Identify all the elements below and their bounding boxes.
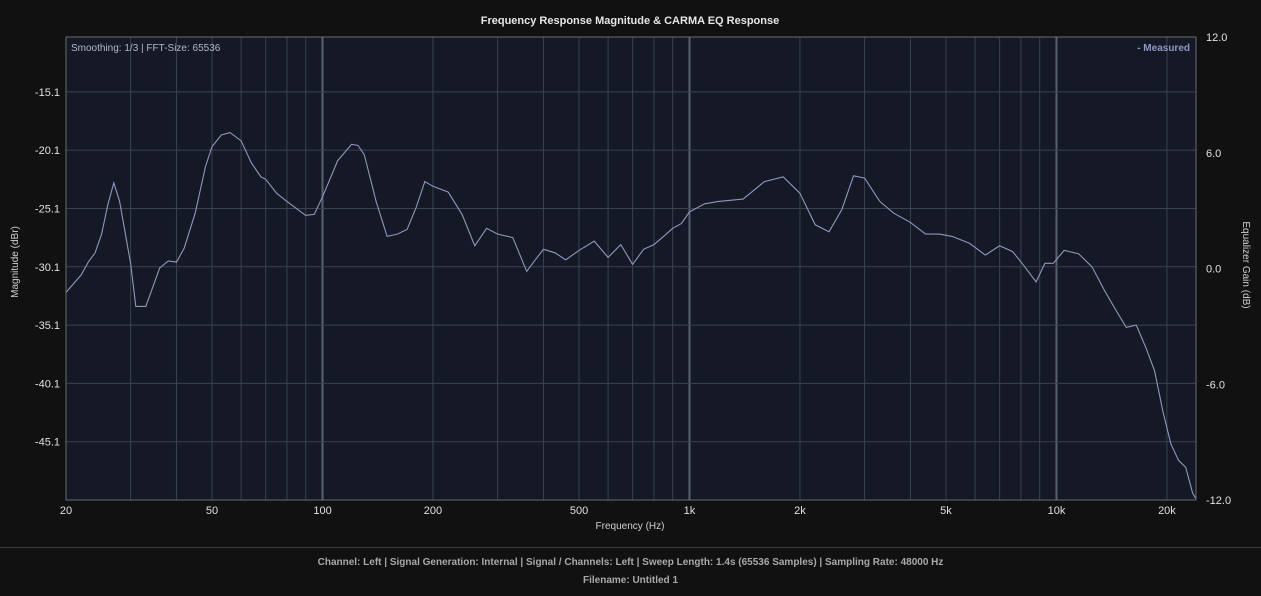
y-tick-label: -35.1: [35, 320, 60, 332]
y2-tick-labels: 12.0 6.0 0.0 -6.0 -12.0: [1206, 32, 1231, 507]
y-tick-label: -45.1: [35, 437, 60, 449]
y2-axis-label: Equalizer Gain (dB): [1240, 221, 1251, 308]
x-tick-label: 10k: [1048, 505, 1066, 517]
y2-tick-label: -6.0: [1206, 379, 1225, 391]
y-axis-label: Magnitude (dBr): [10, 226, 21, 298]
smoothing-label: Smoothing: 1/3 | FFT-Size: 65536: [71, 43, 221, 54]
y2-tick-label: 6.0: [1206, 148, 1221, 160]
x-tick-label: 1k: [684, 505, 696, 517]
frequency-response-chart: Frequency Response Magnitude & CARMA EQ …: [10, 15, 1251, 532]
measured-curve[interactable]: [65, 131, 1197, 500]
chart-title: Frequency Response Magnitude & CARMA EQ …: [481, 15, 779, 27]
measurement-info: Channel: Left | Signal Generation: Inter…: [317, 557, 944, 568]
legend-measured[interactable]: - Measured: [1137, 43, 1190, 54]
y-tick-labels: -15.1 -20.1 -25.1 -30.1 -35.1 -40.1 -45.1: [35, 87, 60, 449]
y-tick-label: -40.1: [35, 378, 60, 390]
y2-tick-label: -12.0: [1206, 495, 1231, 507]
x-tick-label: 50: [206, 505, 218, 517]
x-tick-labels: 20 50 100 200 500 1k 2k 5k 10k 20k: [60, 505, 1176, 517]
footer-info: Channel: Left | Signal Generation: Inter…: [0, 547, 1261, 596]
x-tick-label: 5k: [940, 505, 952, 517]
x-axis-label: Frequency (Hz): [596, 521, 665, 532]
x-tick-label: 20k: [1158, 505, 1176, 517]
y-tick-label: -20.1: [35, 145, 60, 157]
y-tick-label: -25.1: [35, 203, 60, 215]
grid-major: [321, 37, 1058, 500]
x-tick-label: 200: [424, 505, 442, 517]
plot-area[interactable]: [66, 37, 1196, 500]
y-tick-label: -30.1: [35, 262, 60, 274]
filename-info: Filename: Untitled 1: [582, 575, 678, 586]
grid-horizontal: [66, 91, 1196, 443]
x-tick-label: 100: [313, 505, 331, 517]
x-tick-label: 2k: [794, 505, 806, 517]
y2-tick-label: 0.0: [1206, 264, 1221, 276]
x-tick-label: 20: [60, 505, 72, 517]
y-tick-label: -15.1: [35, 87, 60, 99]
y2-tick-label: 12.0: [1206, 32, 1227, 44]
plot-frame: [65, 36, 1197, 501]
x-tick-label: 500: [570, 505, 588, 517]
grid-minor: [130, 37, 1168, 500]
